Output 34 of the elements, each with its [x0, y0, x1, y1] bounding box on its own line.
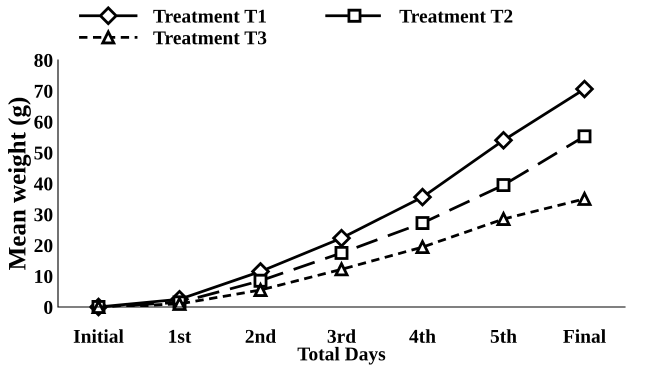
y-tick-label: 0: [44, 300, 52, 314]
point: [578, 129, 592, 144]
x-tick-label: 1st: [169, 330, 192, 343]
y-tick-label: 50: [34, 146, 52, 160]
point: [416, 240, 430, 254]
legend-label: Treatment T1: [153, 10, 266, 23]
point: [575, 80, 594, 98]
x-axis-title: Total Days: [298, 346, 386, 365]
point: [254, 283, 268, 297]
x-tick-label: 3rd: [328, 329, 356, 343]
point: [332, 228, 351, 248]
point: [413, 188, 432, 206]
x-tick-label: Final: [563, 329, 606, 343]
y-tick-label: 20: [34, 239, 52, 252]
point: [494, 131, 513, 150]
point: [416, 216, 430, 230]
y-tick-label: 70: [34, 84, 52, 98]
x-tick-label: Initial: [74, 329, 124, 343]
point: [578, 192, 592, 206]
legend-label: Treatment T2: [400, 10, 512, 23]
point: [496, 212, 510, 226]
x-tick-label: 4th: [409, 329, 436, 343]
x-tick-label: 5th: [490, 329, 517, 343]
point: [496, 178, 510, 192]
y-tick-label: 10: [35, 270, 52, 284]
y-tick-label: 60: [34, 116, 52, 129]
y-tick-label: 40: [34, 177, 52, 190]
legend-label: Treatment T3: [153, 31, 266, 44]
y-tick-label: 80: [34, 54, 52, 67]
point: [334, 262, 348, 276]
y-axis-title: Mean weight (g): [8, 98, 31, 270]
y-tick-label: 30: [34, 208, 52, 222]
point: [334, 246, 348, 260]
x-tick-label: 2nd: [246, 329, 276, 343]
